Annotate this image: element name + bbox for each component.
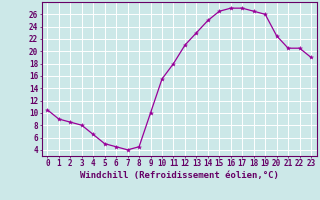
X-axis label: Windchill (Refroidissement éolien,°C): Windchill (Refroidissement éolien,°C) — [80, 171, 279, 180]
